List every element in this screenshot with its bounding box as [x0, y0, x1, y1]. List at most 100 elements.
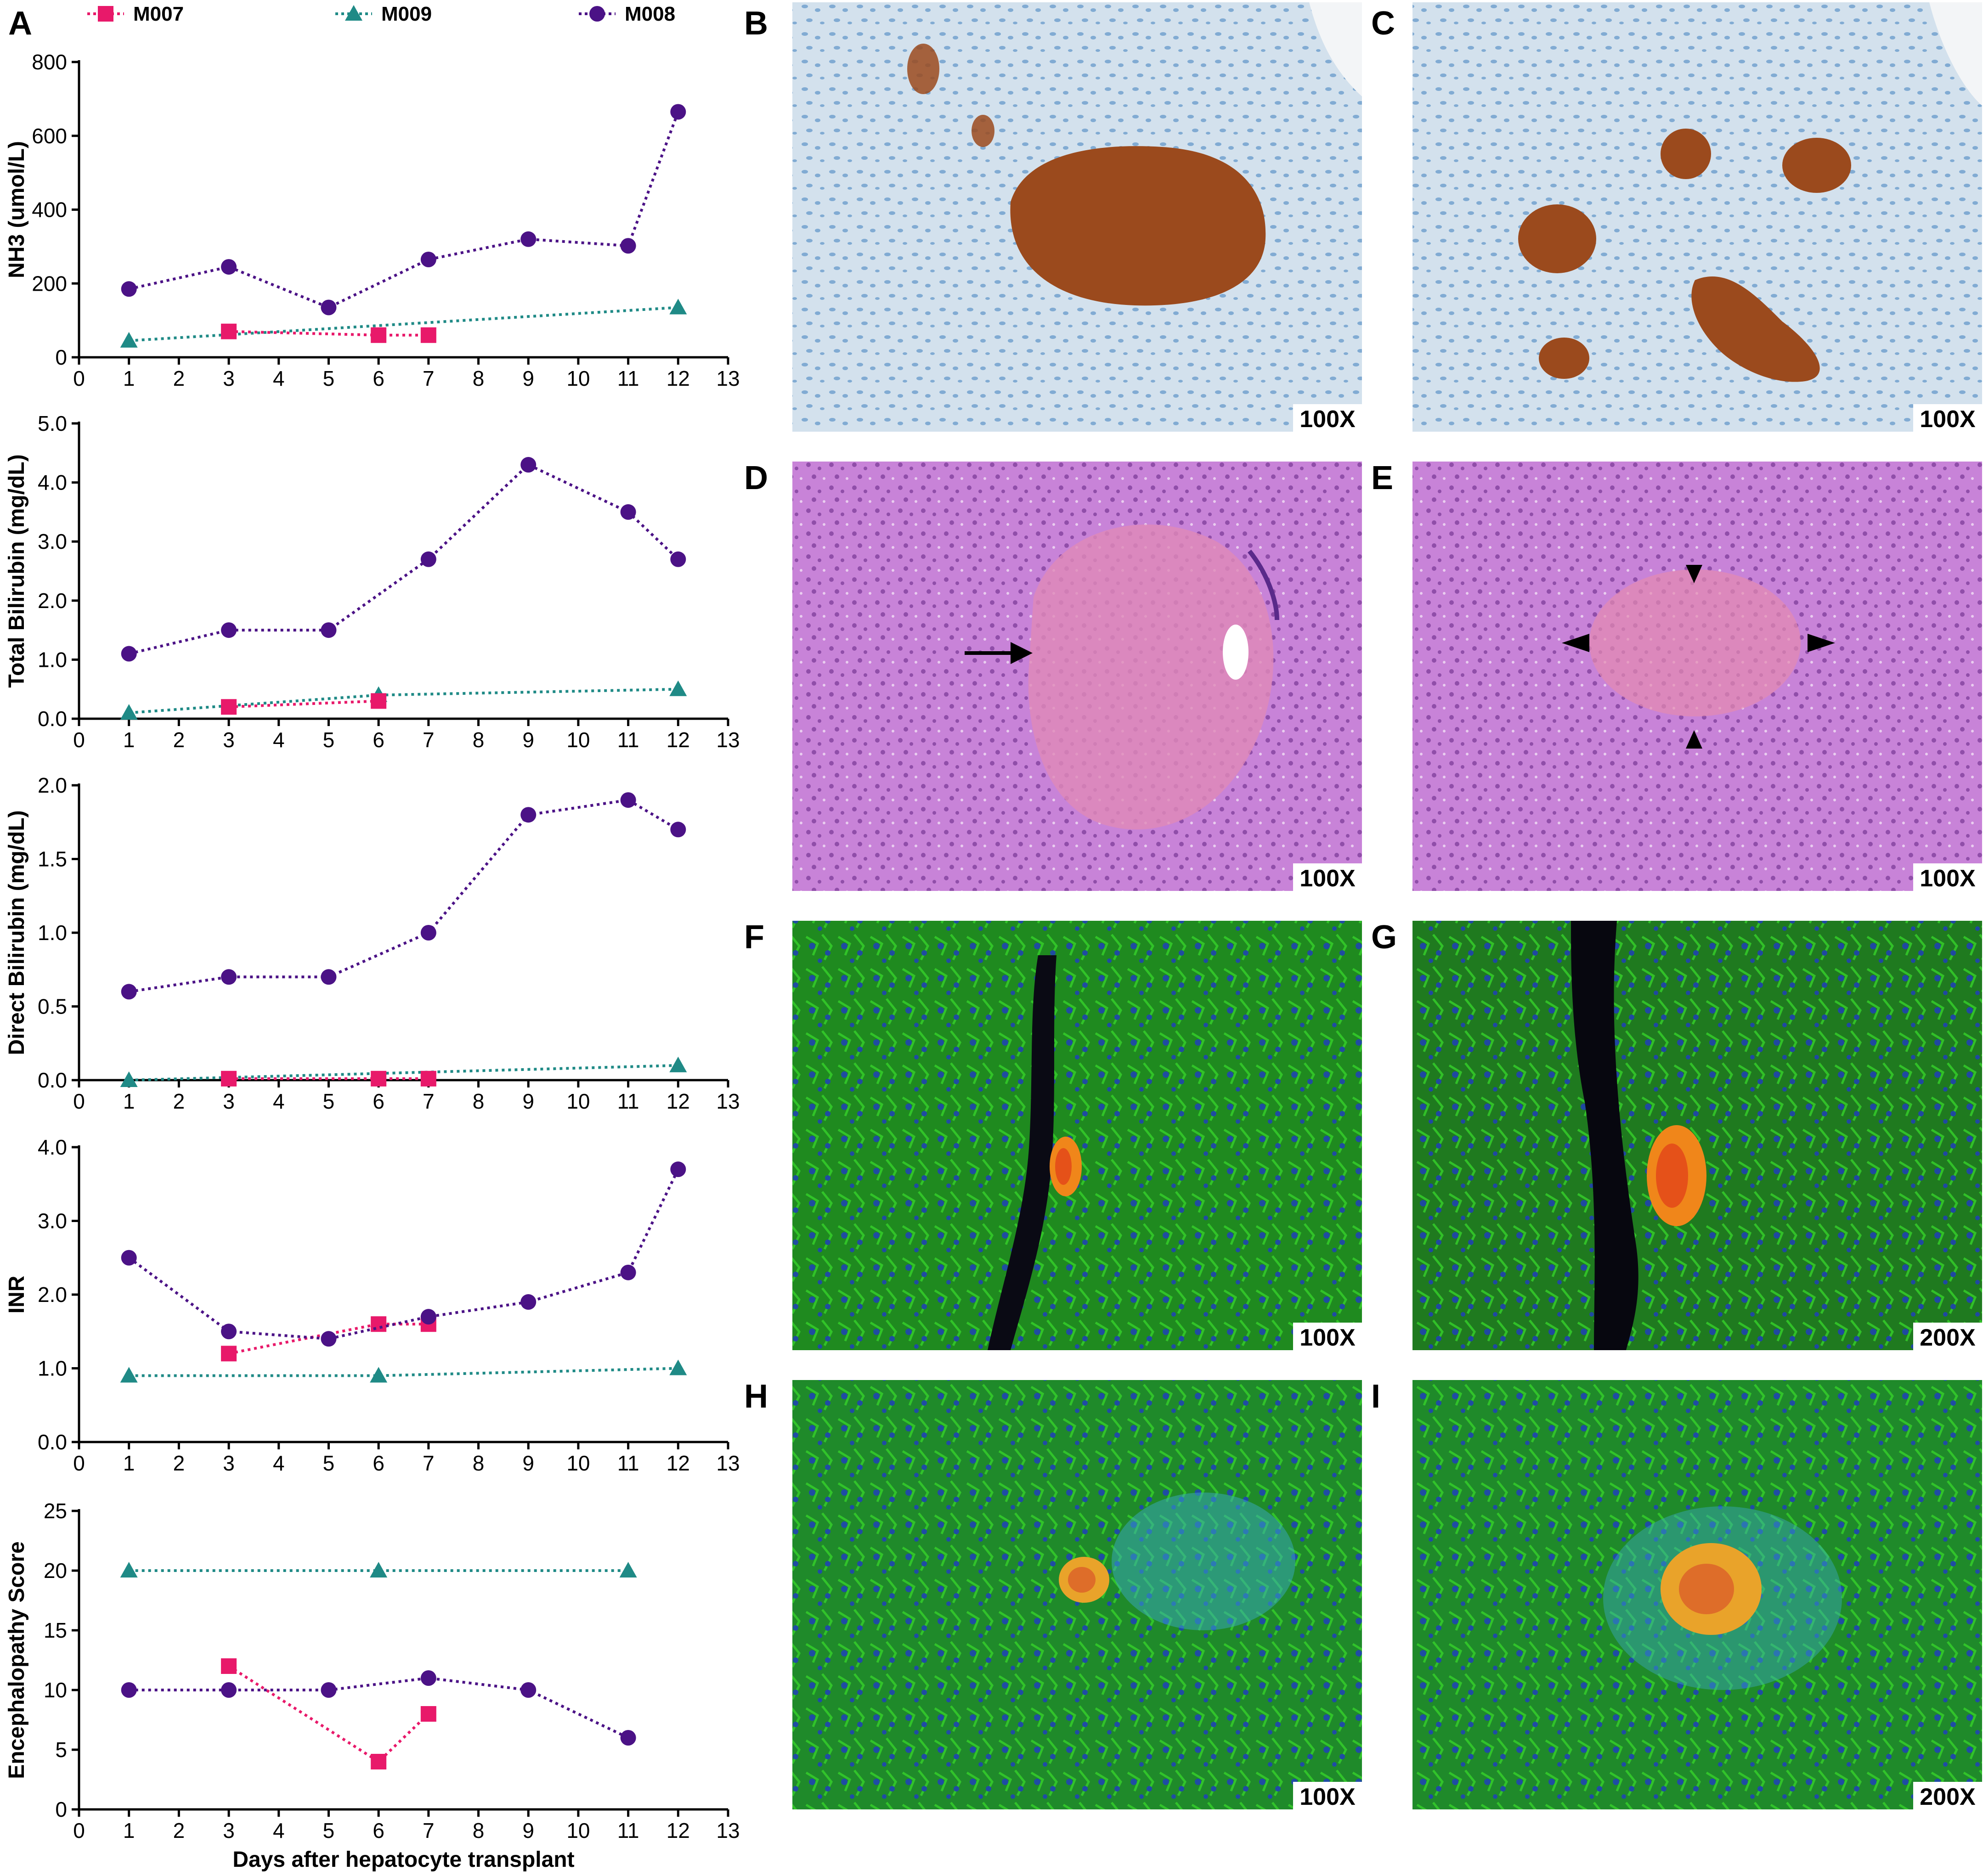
data-point	[120, 1367, 138, 1383]
y-tick-label: 5	[55, 1738, 67, 1762]
y-tick-label: 10	[44, 1678, 67, 1702]
x-tick-label: 1	[123, 1451, 135, 1475]
magnification-label-h: 100X	[1299, 1784, 1356, 1810]
y-axis-label: INR	[5, 1276, 29, 1314]
data-point	[121, 1682, 137, 1698]
data-point	[221, 699, 237, 715]
series-m008	[121, 1670, 636, 1746]
legend-item-m007: M007	[87, 3, 184, 25]
micrograph-e: 100X	[1412, 462, 1982, 892]
x-tick-label: 9	[522, 1819, 534, 1842]
x-tick-label: 11	[617, 366, 639, 390]
data-point	[670, 551, 686, 567]
data-point	[420, 1070, 436, 1087]
x-tick-label: 0	[73, 1089, 85, 1113]
x-tick-label: 8	[473, 1451, 485, 1475]
x-tick-label: 7	[423, 728, 435, 752]
data-point	[221, 1324, 237, 1340]
x-tick-label: 8	[473, 1819, 485, 1842]
x-tick-label: 6	[373, 1819, 384, 1842]
y-tick-label: 800	[32, 50, 67, 74]
x-tick-label: 9	[522, 366, 534, 390]
x-tick-label: 2	[173, 366, 185, 390]
x-tick-label: 4	[273, 1451, 285, 1475]
series-m009	[120, 1359, 687, 1383]
data-point	[121, 646, 137, 662]
x-tick-label: 9	[522, 728, 534, 752]
magnification-label-g: 200X	[1920, 1324, 1976, 1351]
x-tick-label: 6	[373, 728, 384, 752]
x-tick-label: 3	[223, 1451, 235, 1475]
x-tick-label: 10	[566, 728, 590, 752]
y-tick-label: 1.0	[38, 648, 67, 671]
series-line	[228, 1665, 429, 1763]
x-tick-label: 6	[373, 1089, 384, 1113]
data-point	[371, 693, 387, 709]
panel-label-b: B	[744, 5, 768, 42]
panel-label-i: I	[1371, 1378, 1380, 1415]
y-tick-label: 2.0	[38, 773, 67, 797]
x-tick-label: 7	[423, 1089, 435, 1113]
y-tick-label: 0	[55, 1797, 67, 1821]
y-tick-label: 2.0	[38, 1283, 67, 1307]
x-tick-label: 2	[173, 1819, 185, 1842]
series-m007	[221, 693, 387, 715]
arrowhead-top	[1686, 565, 1702, 583]
panel-label-c: C	[1371, 5, 1395, 42]
data-point	[670, 1161, 686, 1177]
legend-item-m008: M008	[579, 3, 675, 25]
x-tick-label: 3	[223, 1089, 235, 1113]
y-tick-label: 0.5	[38, 995, 67, 1019]
y-tick-label: 0	[55, 345, 67, 369]
x-tick-label: 5	[323, 1089, 335, 1113]
arrowhead-bottom	[1686, 730, 1702, 749]
x-tick-label: 12	[667, 366, 690, 390]
data-point	[221, 259, 237, 275]
series-line	[129, 798, 679, 993]
x-tick-label: 8	[473, 366, 485, 390]
panel-label-g: G	[1371, 919, 1397, 956]
x-tick-label: 1	[123, 1089, 135, 1113]
x-tick-label: 12	[667, 728, 690, 752]
x-tick-label: 8	[473, 1089, 485, 1113]
series-m009	[120, 680, 687, 720]
x-tick-label: 8	[473, 728, 485, 752]
x-tick-label: 10	[566, 1451, 590, 1475]
data-point	[620, 238, 636, 254]
data-point	[370, 1367, 388, 1383]
data-point	[321, 299, 337, 315]
micrograph-panels: B C D E F G H I 100X	[744, 2, 1982, 1810]
series-m009	[120, 1056, 687, 1087]
arrowhead-left	[1562, 634, 1589, 652]
panel-label-f: F	[744, 919, 764, 956]
y-tick-label: 15	[44, 1618, 67, 1642]
x-axis-label: Days after hepatocyte transplant	[232, 1848, 574, 1872]
x-tick-label: 5	[323, 728, 335, 752]
data-point	[121, 281, 137, 297]
data-point	[371, 1754, 387, 1769]
magnification-label-d: 100X	[1299, 865, 1356, 892]
series-m008	[121, 457, 686, 662]
data-point	[121, 1250, 137, 1266]
x-tick-label: 9	[522, 1451, 534, 1475]
data-point	[420, 925, 436, 941]
y-axis-label: Direct Bilirubin (mg/dL)	[5, 810, 29, 1055]
x-tick-label: 11	[617, 1089, 639, 1113]
data-point	[620, 1730, 636, 1746]
x-tick-label: 5	[323, 366, 335, 390]
x-tick-label: 2	[173, 1089, 185, 1113]
series-line	[228, 699, 379, 709]
micrograph-i: 200X	[1412, 1380, 1982, 1810]
data-point	[221, 969, 237, 985]
data-point	[520, 231, 537, 247]
legend-marker	[98, 6, 113, 22]
series-m007	[221, 323, 436, 343]
data-point	[520, 457, 537, 473]
chart-3: 0.00.51.01.52.00 1 2 3 4 5 6 7 8 9 10 11 12 13Direct …	[5, 773, 740, 1113]
data-point	[669, 299, 687, 315]
panel-label-d: D	[744, 460, 768, 496]
micrograph-g: 200X	[1412, 921, 1982, 1351]
data-point	[120, 1562, 138, 1577]
